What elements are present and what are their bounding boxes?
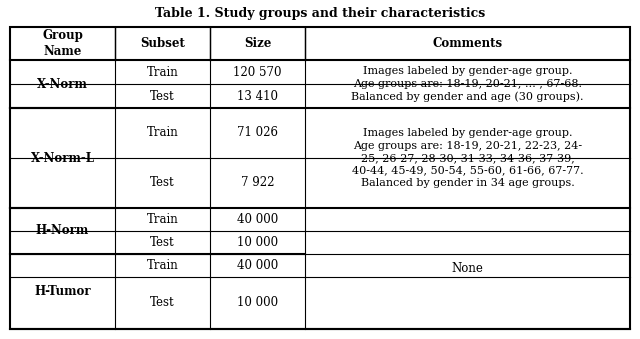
Text: 13 410: 13 410	[237, 89, 278, 102]
Text: Test: Test	[150, 177, 175, 190]
Text: Train: Train	[147, 126, 179, 140]
Text: None: None	[452, 262, 483, 275]
Text: 40 000: 40 000	[237, 259, 278, 272]
Text: X-Norm: X-Norm	[37, 78, 88, 91]
Text: 71 026: 71 026	[237, 126, 278, 140]
Text: Train: Train	[147, 259, 179, 272]
Text: Test: Test	[150, 297, 175, 310]
Text: 120 570: 120 570	[233, 65, 282, 79]
Text: 10 000: 10 000	[237, 297, 278, 310]
Text: Table 1. Study groups and their characteristics: Table 1. Study groups and their characte…	[155, 7, 485, 20]
Text: Images labeled by gender-age group.
Age groups are: 18-19, 20-21, … , 67-68.
Bal: Images labeled by gender-age group. Age …	[351, 66, 584, 102]
Text: Images labeled by gender-age group.
Age groups are: 18-19, 20-21, 22-23, 24-
25,: Images labeled by gender-age group. Age …	[352, 128, 583, 188]
Text: Subset: Subset	[140, 37, 185, 50]
Text: Test: Test	[150, 89, 175, 102]
Text: Test: Test	[150, 236, 175, 249]
Text: 7 922: 7 922	[241, 177, 275, 190]
Text: 10 000: 10 000	[237, 236, 278, 249]
Text: Train: Train	[147, 213, 179, 226]
Text: 40 000: 40 000	[237, 213, 278, 226]
Text: X-Norm-L: X-Norm-L	[31, 152, 95, 164]
Text: Size: Size	[244, 37, 271, 50]
Text: Group
Name: Group Name	[42, 29, 83, 58]
Bar	[10, 27, 630, 329]
Text: H-Tumor: H-Tumor	[34, 285, 91, 298]
Text: H-Norm: H-Norm	[36, 224, 89, 238]
Text: Train: Train	[147, 65, 179, 79]
Text: Comments: Comments	[433, 37, 502, 50]
